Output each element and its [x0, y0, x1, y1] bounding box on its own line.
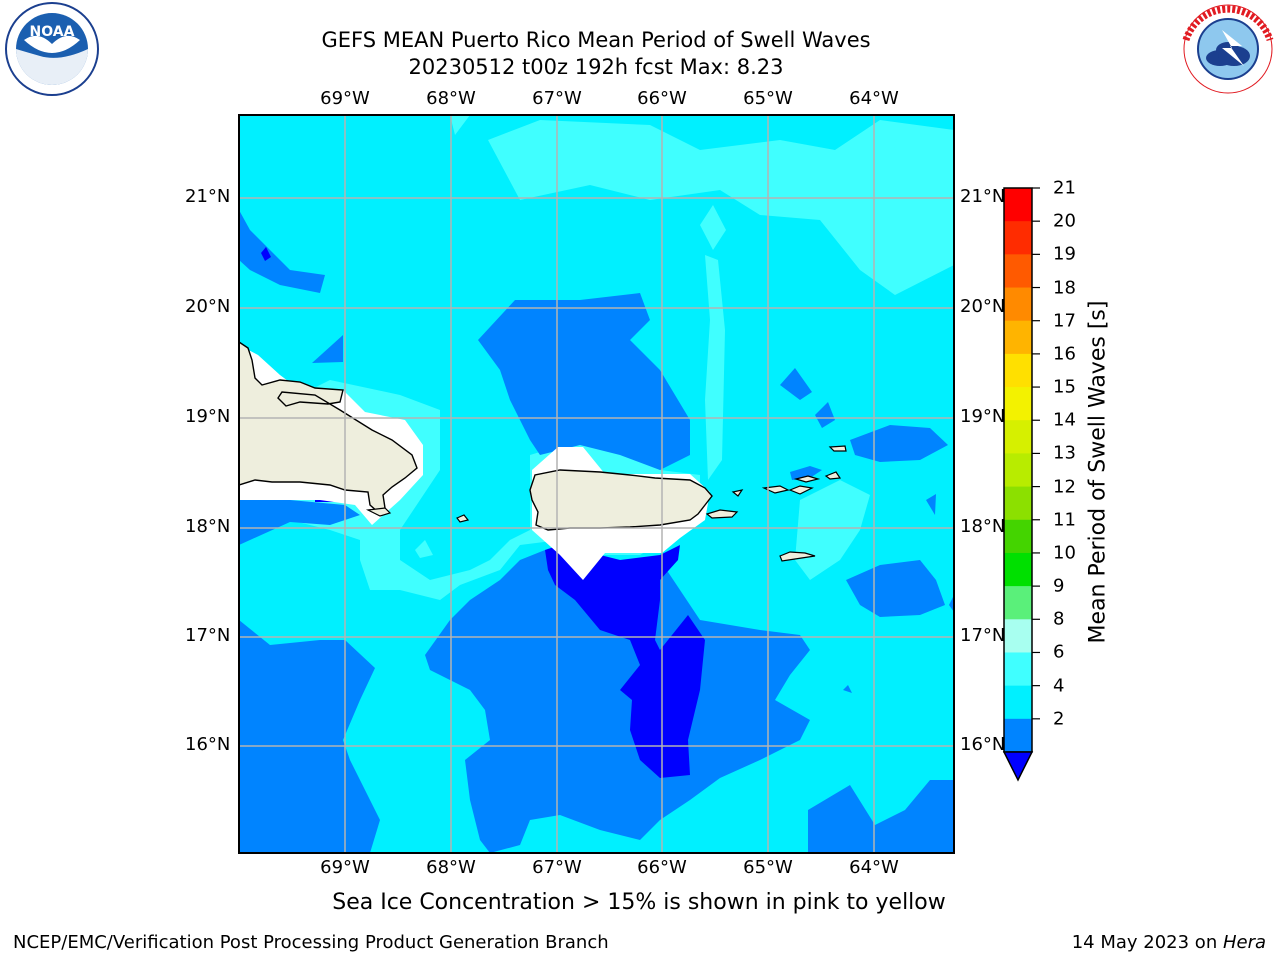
footer-date: 14 May 2023 on Hera: [1072, 932, 1266, 953]
graticule: [239, 115, 954, 853]
lon-label-bottom: 66°W: [637, 857, 687, 878]
colorbar-segment: [1004, 353, 1032, 388]
colorbar-tick-label: 20: [1053, 210, 1076, 232]
lon-label-bottom: 69°W: [320, 857, 370, 878]
lon-label-bottom: 64°W: [849, 857, 899, 878]
hispaniola-islet: [365, 507, 392, 517]
colorbar-segment: [1004, 254, 1032, 289]
colorbar-segment: [1004, 586, 1032, 620]
lat-label-right: 20°N: [960, 296, 1006, 317]
lat-label-right: 16°N: [960, 734, 1006, 755]
lon-label-top: 69°W: [320, 88, 370, 109]
colorbar-segment: [1004, 619, 1032, 653]
colorbar-segment: [1004, 453, 1032, 488]
colorbar-tick-label: 11: [1053, 509, 1076, 531]
colorbar-segment: [1004, 552, 1032, 587]
colorbar-segment: [1004, 188, 1032, 222]
lat-label-right: 21°N: [960, 186, 1006, 207]
colorbar-tick-label: 21: [1053, 177, 1076, 199]
colorbar-segment: [1004, 320, 1032, 355]
lat-label-left: 16°N: [185, 734, 231, 755]
lat-label-right: 18°N: [960, 516, 1006, 537]
lat-label-left: 20°N: [185, 296, 231, 317]
colorbar-tick-label: 2: [1053, 708, 1065, 730]
colorbar-segment: [1004, 718, 1032, 753]
lon-label-top: 68°W: [426, 88, 476, 109]
colorbar-segment: [1004, 221, 1032, 255]
noaa-logo-text: NOAA: [30, 24, 75, 40]
lon-label-bottom: 68°W: [426, 857, 476, 878]
colorbar-tick-label: 6: [1053, 641, 1065, 663]
lat-label-left: 17°N: [185, 625, 231, 646]
colorbar-segment: [1004, 486, 1032, 521]
colorbar-tick-label: 8: [1053, 608, 1065, 630]
colorbar-tick-label: 9: [1053, 575, 1065, 597]
lat-label-left: 18°N: [185, 516, 231, 537]
colorbar-segment: [1004, 387, 1032, 421]
colorbar-tick-label: 18: [1053, 277, 1076, 299]
footer-date-text: 14 May 2023 on: [1071, 932, 1223, 953]
colorbar-title: Mean Period of Swell Waves [s]: [1085, 300, 1111, 644]
lon-label-top: 64°W: [849, 88, 899, 109]
lat-label-left: 19°N: [185, 406, 231, 427]
colorbar-segment: [1004, 685, 1032, 720]
sea-ice-note: Sea Ice Concentration > 15% is shown in …: [332, 890, 946, 915]
lon-label-bottom: 67°W: [532, 857, 582, 878]
colorbar: [1004, 187, 1040, 753]
colorbar-extend-triangle: [1002, 751, 1034, 782]
colorbar-tick-label: 14: [1053, 409, 1076, 431]
lon-label-bottom: 65°W: [743, 857, 793, 878]
lat-label-right: 19°N: [960, 406, 1006, 427]
colorbar-segment: [1004, 652, 1032, 687]
colorbar-tick-label: 16: [1053, 343, 1076, 365]
footer-credit: NCEP/EMC/Verification Post Processing Pr…: [13, 932, 609, 953]
lon-label-top: 66°W: [637, 88, 687, 109]
colorbar-segment: [1004, 287, 1032, 322]
noaa-logo-icon: NOAA: [5, 2, 99, 96]
colorbar-tick-label: 19: [1053, 243, 1076, 265]
colorbar-segment: [1004, 519, 1032, 554]
colorbar-tick-label: 13: [1053, 442, 1076, 464]
colorbar-tick-label: 10: [1053, 542, 1076, 564]
colorbar-tick-label: 15: [1053, 376, 1076, 398]
colorbar-tick-label: 12: [1053, 476, 1076, 498]
map-subtitle: 20230512 t00z 192h fcst Max: 8.23: [408, 55, 784, 79]
lon-label-top: 65°W: [743, 88, 793, 109]
lat-label-left: 21°N: [185, 186, 231, 207]
puerto-rico-land: [529, 469, 713, 531]
lat-label-right: 17°N: [960, 625, 1006, 646]
map-frame: [238, 114, 955, 854]
colorbar-segment: [1004, 420, 1032, 454]
lon-label-top: 67°W: [532, 88, 582, 109]
footer-host: Hera: [1222, 932, 1266, 953]
map-title: GEFS MEAN Puerto Rico Mean Period of Swe…: [321, 28, 871, 52]
hispaniola-land: [239, 341, 418, 513]
small-islands: [456, 445, 847, 562]
nws-logo-icon: [1182, 3, 1274, 95]
colorbar-tick-label: 4: [1053, 675, 1065, 697]
colorbar-tick-label: 17: [1053, 310, 1076, 332]
